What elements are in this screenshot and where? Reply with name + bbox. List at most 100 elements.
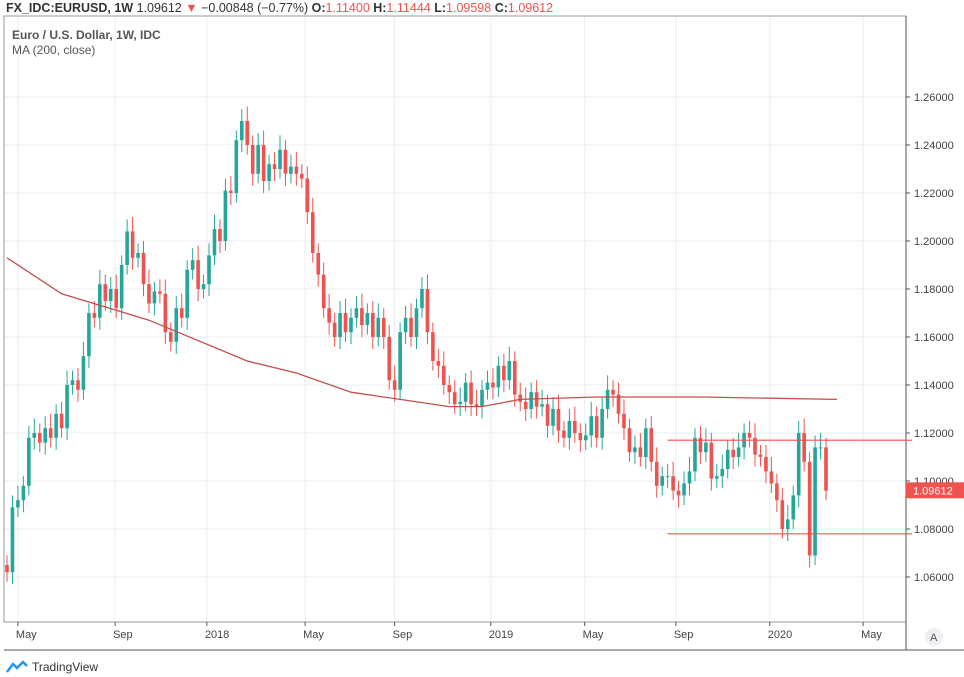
candle-down	[147, 284, 151, 304]
high-value: 1.11444	[386, 1, 431, 15]
candle-down	[196, 260, 200, 289]
candle-down	[141, 253, 146, 285]
price-tick-label: 1.22000	[914, 188, 954, 200]
close-value: 1.09612	[507, 1, 554, 15]
candle-up	[398, 332, 402, 390]
candle-down	[556, 409, 561, 431]
candle-up	[190, 260, 195, 270]
last-price-tag	[906, 482, 964, 499]
plot-frame	[3, 15, 907, 623]
tradingview-logo[interactable]: TradingView	[6, 660, 98, 674]
candle-down	[578, 433, 583, 441]
candle-down	[261, 145, 266, 181]
candle-down	[294, 166, 299, 174]
candle-down	[381, 317, 386, 337]
moving-average-line	[6, 257, 837, 408]
candle-down	[179, 308, 184, 318]
auto-scale-button[interactable]	[925, 628, 943, 646]
candle-down	[611, 389, 615, 395]
candle-up	[693, 437, 697, 472]
candle-down	[321, 274, 326, 309]
candle-up	[87, 313, 91, 357]
symbol-label: FX_IDC:EURUSD, 1W	[6, 1, 134, 15]
symbol-header: FX_IDC:EURUSD, 1W 1.09612 ▼ −0.00848 (−0…	[6, 1, 553, 15]
candle-down	[780, 500, 785, 529]
candle-down	[300, 173, 304, 179]
high-label: H:	[373, 1, 387, 15]
candle-up	[27, 437, 31, 486]
brand-name: TradingView	[32, 660, 99, 674]
legend-indicator[interactable]: MA (200, close)	[12, 43, 96, 57]
candle-up	[234, 140, 239, 193]
candle-down	[229, 190, 233, 193]
candle-up	[267, 164, 271, 181]
candle-down	[512, 361, 517, 395]
candle-up	[256, 145, 260, 174]
candle-up	[785, 519, 790, 529]
time-tick-label: Sep	[674, 629, 694, 641]
candle-down	[802, 433, 806, 462]
candle-up	[540, 404, 544, 407]
price-tick-label: 1.18000	[914, 284, 954, 296]
time-tick-label: 2019	[489, 629, 513, 641]
candle-down	[502, 365, 506, 381]
candle-up	[338, 313, 342, 337]
candle-down	[332, 322, 337, 337]
candle-up	[239, 121, 244, 141]
candle-up	[720, 469, 725, 477]
candle-down	[59, 413, 64, 429]
candle-up	[289, 166, 293, 174]
legend-title: Euro / U.S. Dollar, 1W, IDC	[12, 28, 161, 42]
candle-down	[425, 289, 430, 333]
candle-down	[103, 284, 108, 301]
candle-up	[98, 284, 102, 318]
candle-down	[409, 317, 413, 337]
candle-up	[207, 255, 211, 285]
candle-up	[583, 435, 588, 441]
candle-down	[491, 382, 495, 388]
candle-up	[600, 409, 604, 438]
candle-up	[21, 485, 26, 501]
candle-up	[791, 495, 796, 520]
candle-up	[414, 308, 419, 337]
candle-up	[480, 389, 484, 407]
candle-down	[245, 121, 250, 145]
candle-up	[725, 449, 730, 469]
candle-down	[671, 476, 675, 491]
candle-up	[174, 308, 179, 342]
candle-down	[343, 313, 348, 333]
open-label: O:	[311, 1, 326, 15]
candle-down	[37, 433, 42, 443]
price-tick-label: 1.26000	[914, 92, 954, 104]
candle-down	[436, 361, 441, 366]
candle-down	[392, 380, 397, 390]
last-price-tag-label: 1.09612	[913, 485, 953, 497]
candle-down	[163, 293, 168, 333]
candle-down	[709, 442, 714, 479]
candle-up	[43, 428, 48, 443]
candle-up	[589, 416, 594, 436]
candle-up	[463, 382, 468, 402]
candle-up	[278, 149, 282, 169]
candle-up	[365, 313, 370, 325]
candle-down	[158, 291, 162, 294]
candle-down	[523, 401, 528, 409]
candle-down	[731, 449, 735, 457]
candle-down	[218, 229, 222, 241]
candle-down	[627, 428, 632, 453]
candle-down	[5, 565, 9, 573]
candle-down	[747, 433, 752, 438]
candle-up	[567, 421, 572, 438]
candle-up	[665, 476, 670, 478]
candle-down	[360, 308, 364, 325]
candle-up	[136, 253, 140, 258]
candle-up	[682, 483, 686, 496]
candle-up	[119, 265, 124, 309]
price-change: −0.00848 (−0.77%)	[201, 1, 309, 15]
candle-down	[283, 149, 288, 174]
candle-down	[327, 308, 331, 323]
candle-up	[201, 284, 206, 289]
candle-down	[250, 145, 255, 174]
candle-down	[769, 471, 774, 484]
